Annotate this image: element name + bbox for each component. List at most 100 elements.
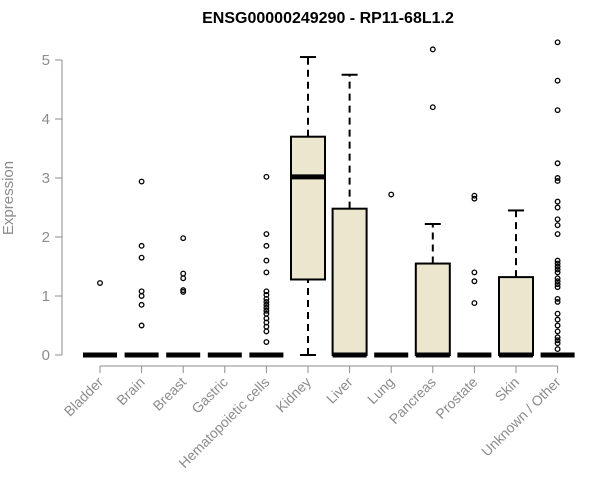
y-tick-label: 2 <box>42 229 50 246</box>
outlier-point <box>554 340 561 347</box>
x-tick-label: Prostate <box>432 374 480 422</box>
box-unknown-other <box>540 39 575 358</box>
box-liver <box>331 73 368 358</box>
outlier-point <box>554 328 561 335</box>
box-kidney <box>290 56 326 356</box>
x-tick-label: Brain <box>113 374 147 408</box>
outlier-point <box>554 177 561 184</box>
box-skin <box>498 209 534 358</box>
x-tick-label: Bladder <box>61 374 107 420</box>
outlier-point <box>180 270 187 277</box>
outlier-point <box>554 175 561 181</box>
outlier-point <box>263 307 270 314</box>
y-tick-label: 0 <box>42 347 50 364</box>
outlier-point <box>554 296 561 302</box>
outlier-point <box>471 300 478 307</box>
x-tick-label: Lung <box>364 374 397 407</box>
outlier-point <box>554 275 561 282</box>
outlier-point <box>138 242 145 249</box>
outlier-point <box>471 195 478 202</box>
outlier-point <box>554 107 561 114</box>
box-body <box>290 135 326 281</box>
box-prostate <box>457 192 492 358</box>
outlier-point <box>554 204 561 211</box>
outlier-point <box>263 257 270 264</box>
outlier-point <box>554 222 561 229</box>
outlier-point <box>554 278 561 285</box>
boxes-group <box>83 39 575 358</box>
outlier-point <box>554 198 561 205</box>
outlier-point <box>97 280 103 286</box>
outlier-point <box>138 293 145 299</box>
outlier-point <box>263 304 270 311</box>
outlier-point <box>263 310 270 317</box>
outlier-point <box>180 275 187 282</box>
box-body <box>498 276 534 356</box>
outlier-point <box>554 334 561 341</box>
outlier-point <box>554 310 561 317</box>
x-tick-label: Kidney <box>273 374 315 416</box>
outlier-point <box>263 173 270 180</box>
outlier-point <box>554 266 561 273</box>
outlier-point <box>263 301 270 308</box>
outlier-point <box>263 269 270 276</box>
outlier-point <box>388 191 395 198</box>
outlier-point <box>554 160 561 167</box>
outlier-point <box>138 254 145 261</box>
outlier-point <box>263 296 270 302</box>
outlier-point <box>471 192 478 199</box>
box-body <box>331 207 368 356</box>
outlier-point <box>138 301 145 308</box>
outlier-point <box>180 288 187 295</box>
outlier-point <box>138 288 145 295</box>
outlier-point <box>554 284 561 291</box>
outlier-point <box>263 328 270 335</box>
box-breast <box>166 235 201 358</box>
x-tick-label: Unknown / Other <box>478 374 564 460</box>
y-tick-label: 3 <box>42 170 50 187</box>
box-body <box>414 262 451 356</box>
y-axis: 0 1 2 3 4 5 <box>42 52 63 364</box>
box-hematopoietic-cells <box>249 173 284 358</box>
outlier-point <box>554 257 561 264</box>
outlier-point <box>554 216 561 223</box>
box-lung <box>374 191 409 358</box>
x-tick-label: Liver <box>323 374 356 407</box>
y-tick-label: 1 <box>42 288 50 305</box>
y-tick-label: 4 <box>42 111 50 128</box>
outlier-point <box>138 178 145 185</box>
chart-title: ENSG00000249290 - RP11-68L1.2 <box>202 10 454 27</box>
y-axis-label: Expression <box>0 161 17 235</box>
outlier-point <box>263 231 270 237</box>
box-brain <box>124 178 159 358</box>
outlier-point <box>263 298 270 305</box>
outlier-point <box>554 269 561 276</box>
outlier-point <box>429 46 436 53</box>
x-tick-label: Breast <box>149 374 189 414</box>
outlier-point <box>263 288 270 295</box>
outlier-point <box>429 104 436 111</box>
outlier-point <box>554 263 561 270</box>
x-tick-label: Skin <box>492 374 523 405</box>
outlier-point <box>554 281 561 288</box>
outlier-point <box>554 231 561 237</box>
outlier-point <box>554 77 561 84</box>
outlier-point <box>263 242 270 249</box>
box-pancreas <box>414 46 451 358</box>
box-bladder <box>83 280 117 358</box>
outlier-point <box>471 278 478 285</box>
y-tick-label: 5 <box>42 52 50 69</box>
outlier-point <box>554 316 561 323</box>
outlier-point <box>263 339 270 345</box>
outlier-point <box>554 337 561 344</box>
outlier-point <box>471 269 478 276</box>
outlier-point <box>554 298 561 305</box>
outlier-point <box>554 260 561 267</box>
outlier-point <box>554 39 561 46</box>
outlier-point <box>138 322 145 329</box>
outlier-point <box>180 235 187 242</box>
outlier-point <box>554 322 561 329</box>
outlier-point <box>554 346 561 353</box>
